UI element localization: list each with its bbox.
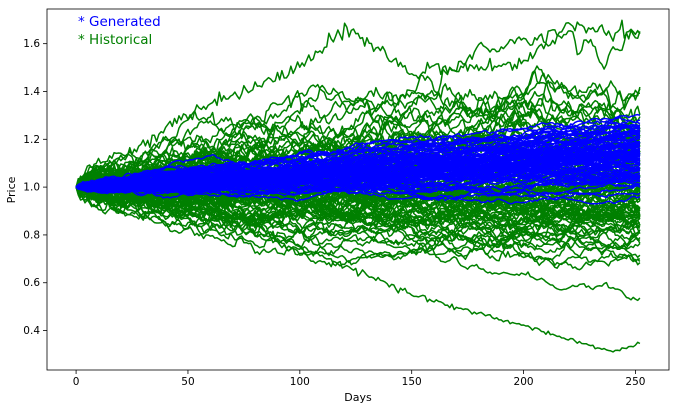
x-tick-label: 250: [625, 376, 645, 388]
generated-price-path: [75, 150, 641, 190]
x-tick-label: 200: [514, 376, 534, 388]
x-tick-label: 100: [290, 376, 310, 388]
generated-price-path: [75, 121, 640, 189]
generated-price-path: [75, 167, 641, 190]
y-tick-label: 0.8: [23, 229, 40, 241]
y-tick-label: 1.4: [23, 86, 40, 98]
y-axis-label: Price: [5, 176, 18, 203]
x-axis: 0 50 100 150 200 250: [73, 370, 645, 388]
generated-series-group: [75, 113, 641, 205]
x-tick-label: 150: [402, 376, 422, 388]
y-tick-label: 0.4: [23, 325, 40, 337]
y-axis: 0.4 0.6 0.8 1.0 1.2 1.4 1.6: [23, 38, 47, 337]
generated-price-path: [75, 170, 640, 198]
y-tick-label: 1.6: [23, 38, 40, 50]
historical-price-path: [75, 186, 641, 268]
historical-price-path: [75, 186, 641, 230]
generated-price-path: [75, 172, 641, 195]
y-tick-label: 1.2: [23, 134, 40, 146]
generated-price-path: [76, 161, 640, 188]
x-tick-label: 0: [73, 376, 80, 388]
plot-frame: [46, 8, 670, 371]
historical-price-path: [75, 182, 641, 353]
y-tick-label: 0.6: [23, 277, 40, 289]
historical-price-path: [75, 174, 641, 254]
historical-price-path: [75, 19, 641, 189]
generated-price-path: [75, 123, 641, 189]
x-axis-label: Days: [344, 391, 372, 404]
generated-price-path: [76, 151, 640, 190]
historical-price-path: [75, 186, 641, 266]
legend-entry-historical: * Historical: [78, 32, 152, 48]
y-tick-label: 1.0: [23, 182, 40, 194]
x-tick-label: 50: [181, 376, 194, 388]
legend-entry-generated: * Generated: [78, 14, 161, 30]
